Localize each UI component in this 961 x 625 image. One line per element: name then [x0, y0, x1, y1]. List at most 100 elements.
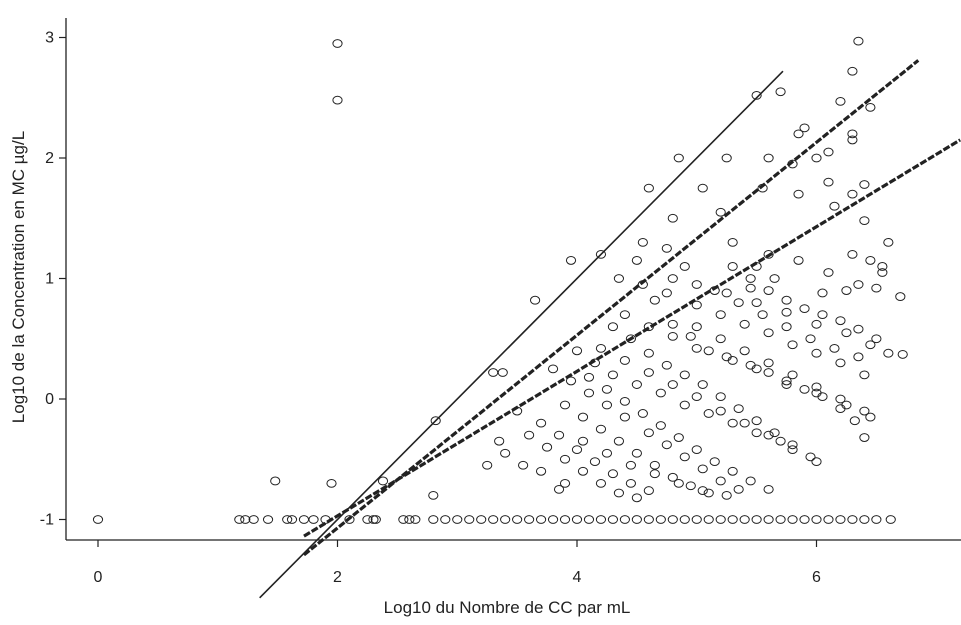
- data-point: [763, 430, 774, 440]
- data-point: [847, 515, 858, 524]
- data-point: [799, 515, 810, 524]
- data-point: [248, 515, 259, 524]
- data-point: [619, 515, 631, 524]
- data-point: [655, 421, 666, 430]
- data-point: [745, 476, 756, 486]
- data-point: [643, 368, 654, 377]
- data-point: [625, 460, 636, 470]
- data-point: [643, 486, 654, 495]
- data-point: [667, 319, 678, 329]
- data-point: [781, 307, 792, 317]
- data-point: [871, 283, 882, 293]
- data-point: [655, 388, 666, 398]
- data-point: [625, 478, 636, 488]
- data-point: [715, 476, 726, 486]
- data-point: [488, 368, 499, 377]
- data-point: [643, 183, 654, 193]
- data-point: [721, 352, 732, 362]
- reference-lines: [259, 59, 961, 599]
- data-point: [679, 515, 690, 524]
- data-point: [601, 400, 613, 410]
- data-point: [679, 400, 690, 410]
- data-point: [715, 406, 726, 416]
- data-point: [488, 515, 499, 524]
- data-point: [613, 488, 625, 498]
- data-point: [691, 322, 702, 332]
- data-point: [775, 87, 786, 97]
- data-point: [885, 515, 896, 524]
- data-point: [727, 262, 738, 271]
- data-point: [518, 460, 529, 470]
- data-point: [697, 486, 708, 495]
- data-point: [607, 370, 619, 380]
- data-point: [739, 515, 750, 524]
- data-point: [494, 436, 505, 446]
- data-point: [637, 409, 648, 418]
- data-point: [607, 469, 619, 479]
- data-point: [691, 300, 702, 310]
- data-point: [595, 250, 607, 259]
- data-point: [595, 515, 607, 524]
- data-point: [661, 243, 672, 253]
- data-point: [326, 478, 337, 488]
- data-point: [847, 129, 858, 139]
- data-point: [853, 36, 864, 46]
- data-point: [270, 476, 281, 486]
- data-point: [643, 322, 654, 332]
- data-point: [865, 256, 876, 265]
- data-point: [535, 466, 547, 476]
- data-point: [497, 368, 508, 377]
- reference-line-dashed: [302, 59, 920, 557]
- data-point: [571, 445, 583, 455]
- data-point: [853, 280, 864, 289]
- data-point: [631, 256, 642, 265]
- data-point: [262, 515, 274, 524]
- data-point: [535, 418, 547, 428]
- data-point: [829, 201, 840, 211]
- data-point: [799, 304, 810, 314]
- axes: -1 0 1 2 3 0 2 4 6: [40, 18, 961, 586]
- data-point: [709, 457, 720, 467]
- data-point: [781, 376, 792, 386]
- data-point: [895, 292, 906, 301]
- data-point: [529, 295, 541, 305]
- data-point: [637, 237, 648, 247]
- data-point: [601, 448, 613, 458]
- data-point: [344, 515, 355, 524]
- data-point: [835, 394, 846, 404]
- data-point: [715, 515, 726, 524]
- data-point: [667, 331, 678, 341]
- data-point: [410, 515, 421, 524]
- data-point: [841, 286, 852, 295]
- data-point: [751, 416, 762, 426]
- data-point: [631, 380, 642, 389]
- data-point: [877, 262, 888, 271]
- data-point: [877, 268, 888, 277]
- data-point: [619, 397, 631, 406]
- data-point: [697, 183, 708, 193]
- data-point: [853, 324, 864, 334]
- data-point: [787, 340, 798, 350]
- data-point: [667, 213, 678, 223]
- data-point: [667, 380, 678, 389]
- data-point: [320, 515, 331, 524]
- data-point: [751, 90, 762, 100]
- data-point: [751, 262, 762, 271]
- data-point: [482, 460, 493, 470]
- data-point: [847, 135, 858, 145]
- data-point: [691, 280, 702, 289]
- data-points: [92, 36, 908, 524]
- data-point: [661, 288, 672, 298]
- data-point: [524, 430, 535, 440]
- data-point: [865, 340, 876, 350]
- data-point: [751, 364, 762, 374]
- data-point: [727, 515, 738, 524]
- data-point: [613, 274, 625, 283]
- data-point: [649, 460, 660, 470]
- data-point: [745, 283, 756, 293]
- y-tick-label: 3: [45, 30, 54, 47]
- x-axis-label: Log10 du Nombre de CC par mL: [384, 598, 631, 617]
- data-point: [703, 488, 714, 498]
- data-point: [883, 237, 894, 247]
- data-point: [763, 250, 774, 259]
